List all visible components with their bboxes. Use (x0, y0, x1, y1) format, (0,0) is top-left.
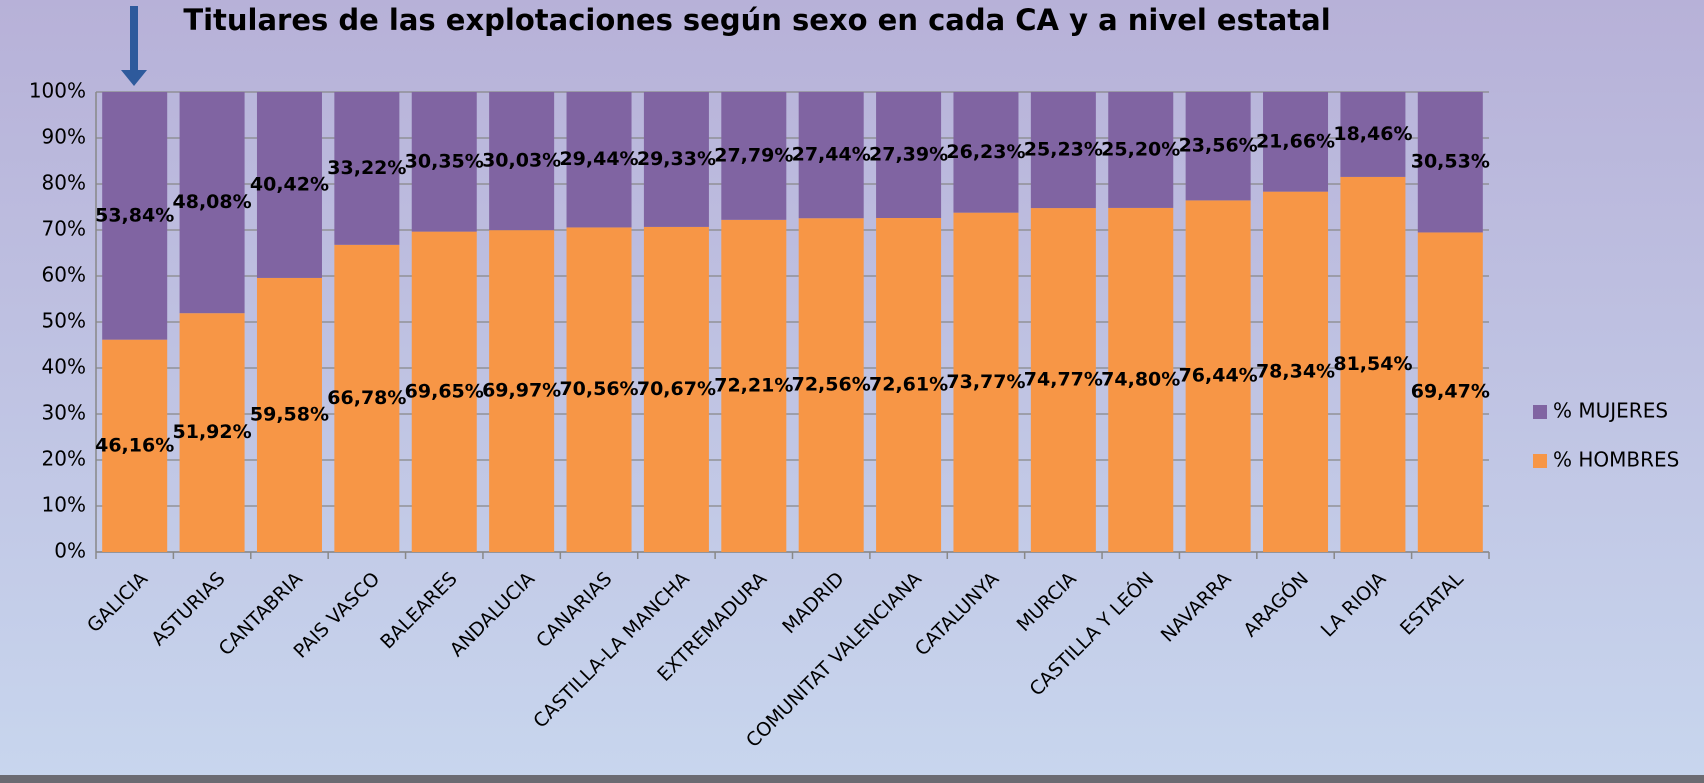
y-tick-label: 70% (42, 217, 86, 241)
y-tick-label: 0% (54, 539, 86, 563)
legend-swatch (1533, 405, 1547, 419)
data-label: 21,66% (1256, 130, 1335, 152)
page: Titulares de las explotaciones según sex… (0, 0, 1704, 783)
data-label: 40,42% (250, 173, 329, 195)
data-label: 29,33% (637, 148, 716, 170)
data-label: 72,61% (869, 373, 948, 395)
y-tick-label: 100% (29, 79, 86, 103)
y-tick-label: 50% (42, 309, 86, 333)
data-label: 69,97% (482, 380, 561, 402)
y-tick-label: 80% (42, 171, 86, 195)
data-label: 25,20% (1101, 138, 1180, 160)
photo-strip (0, 775, 1704, 783)
y-tick-label: 20% (42, 447, 86, 471)
data-label: 70,56% (559, 378, 638, 400)
data-label: 27,39% (869, 143, 948, 165)
data-label: 33,22% (327, 157, 406, 179)
data-label: 25,23% (1024, 139, 1103, 161)
data-label: 73,77% (946, 371, 1025, 393)
data-label: 74,77% (1024, 369, 1103, 391)
y-tick-label: 10% (42, 493, 86, 517)
data-label: 66,78% (327, 387, 406, 409)
data-label: 23,56% (1179, 135, 1258, 157)
data-label: 53,84% (95, 204, 174, 226)
data-label: 30,03% (482, 150, 561, 172)
chart-title: Titulares de las explotaciones según sex… (183, 3, 1330, 37)
data-label: 30,53% (1411, 151, 1490, 173)
data-label: 46,16% (95, 434, 174, 456)
data-label: 70,67% (637, 378, 716, 400)
data-label: 30,35% (405, 150, 484, 172)
y-tick-label: 30% (42, 401, 86, 425)
data-label: 27,79% (714, 144, 793, 166)
y-tick-label: 60% (42, 263, 86, 287)
data-label: 74,80% (1101, 368, 1180, 390)
data-label: 27,44% (792, 144, 871, 166)
data-label: 59,58% (250, 403, 329, 425)
y-tick-label: 90% (42, 125, 86, 149)
data-label: 29,44% (559, 148, 638, 170)
y-tick-label: 40% (42, 355, 86, 379)
legend-label: % HOMBRES (1553, 448, 1679, 472)
legend-swatch (1533, 454, 1547, 468)
chart: Titulares de las explotaciones según sex… (0, 0, 1704, 783)
data-label: 18,46% (1333, 123, 1412, 145)
data-label: 69,65% (405, 380, 484, 402)
data-label: 72,56% (792, 374, 871, 396)
data-label: 72,21% (714, 374, 793, 396)
data-label: 81,54% (1333, 353, 1412, 375)
data-label: 69,47% (1411, 381, 1490, 403)
data-label: 26,23% (946, 141, 1025, 163)
data-label: 78,34% (1256, 360, 1335, 382)
data-label: 76,44% (1179, 365, 1258, 387)
data-label: 51,92% (173, 421, 252, 443)
data-label: 48,08% (173, 191, 252, 213)
legend-label: % MUJERES (1553, 399, 1668, 423)
